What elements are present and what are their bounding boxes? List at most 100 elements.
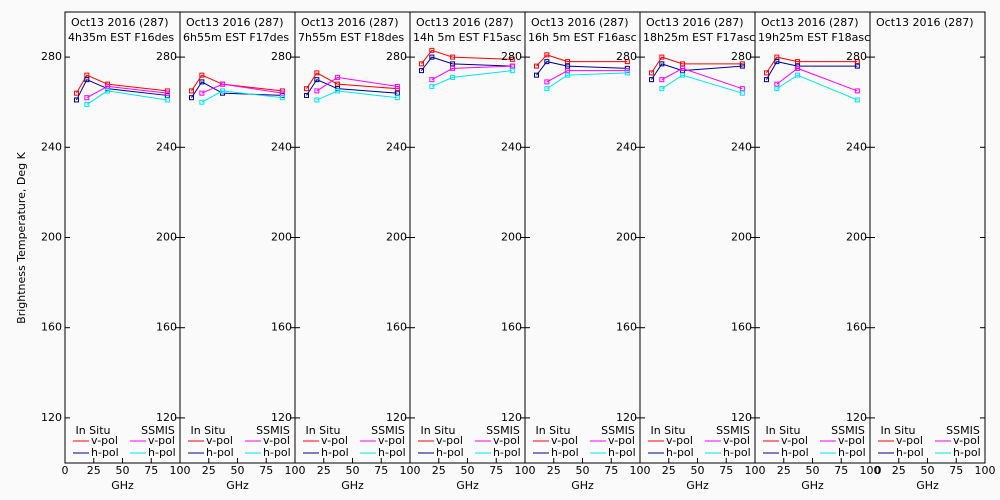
- point: [220, 81, 226, 87]
- legend-label: h-pol: [723, 446, 751, 459]
- point: [774, 54, 780, 60]
- point: [854, 59, 860, 65]
- x-tick-label: 75: [719, 464, 733, 477]
- point: [509, 68, 515, 74]
- point: [164, 90, 170, 96]
- point: [279, 95, 285, 101]
- legend-group: SSMIS: [946, 424, 980, 437]
- y-tick-label: 200: [501, 231, 522, 244]
- x-tick-label: 25: [432, 464, 446, 477]
- legend-label: h-pol: [148, 446, 176, 459]
- series-line: [776, 67, 858, 92]
- panel-title: Oct13 2016 (287): [646, 16, 744, 29]
- series-line: [536, 61, 628, 76]
- series-line: [201, 90, 283, 103]
- legend-label: v-pol: [148, 434, 175, 447]
- series-line: [776, 74, 858, 101]
- panel-title: Oct13 2016 (287): [416, 16, 514, 29]
- series-line: [661, 74, 743, 94]
- point: [199, 99, 205, 105]
- point: [199, 72, 205, 78]
- legend-label: v-pol: [321, 434, 348, 447]
- panel-title: Oct13 2016 (287): [301, 16, 399, 29]
- point: [680, 65, 686, 71]
- legend-group: In Situ: [650, 424, 685, 437]
- legend-label: v-pol: [896, 434, 923, 447]
- series-line: [431, 65, 513, 81]
- x-axis-label: GHz: [571, 479, 594, 492]
- y-tick-label: 280: [386, 50, 407, 63]
- y-tick-label: 160: [41, 321, 62, 334]
- legend-group: SSMIS: [831, 424, 865, 437]
- series-line: [191, 74, 283, 92]
- x-axis-label: GHz: [686, 479, 709, 492]
- y-tick-label: 120: [41, 411, 62, 424]
- x-tick-label: 25: [87, 464, 101, 477]
- x-tick-label: 100: [745, 464, 766, 477]
- point: [659, 77, 665, 83]
- point: [199, 90, 205, 96]
- panel-subtitle: 7h55m EST F18des: [298, 31, 404, 44]
- point: [680, 72, 686, 78]
- y-tick-label: 280: [616, 50, 637, 63]
- point: [394, 90, 400, 96]
- x-tick-label: 75: [144, 464, 158, 477]
- point: [534, 72, 539, 78]
- point: [84, 72, 90, 78]
- y-tick-label: 240: [271, 140, 292, 153]
- y-tick-label: 200: [846, 231, 867, 244]
- legend-label: h-pol: [321, 446, 349, 459]
- y-tick-label: 240: [846, 140, 867, 153]
- legend-group: In Situ: [75, 424, 110, 437]
- x-tick-label: 0: [875, 464, 882, 477]
- legend-label: v-pol: [781, 434, 808, 447]
- y-tick-label: 160: [386, 321, 407, 334]
- point: [509, 63, 515, 69]
- legend-label: v-pol: [551, 434, 578, 447]
- legend-label: h-pol: [781, 446, 809, 459]
- point: [565, 72, 571, 78]
- x-tick-label: 100: [630, 464, 651, 477]
- series-line: [546, 70, 628, 83]
- point: [74, 97, 79, 103]
- x-tick-label: 75: [489, 464, 503, 477]
- y-tick-label: 200: [731, 231, 752, 244]
- point: [565, 68, 571, 74]
- series-line: [316, 76, 398, 92]
- x-tick-label: 75: [834, 464, 848, 477]
- point: [84, 95, 90, 101]
- series-line: [546, 72, 628, 90]
- series-line: [421, 49, 513, 65]
- series-line: [431, 70, 513, 87]
- legend-group: SSMIS: [716, 424, 750, 437]
- point: [544, 59, 550, 65]
- legend-group: In Situ: [190, 424, 225, 437]
- legend-label: h-pol: [378, 446, 406, 459]
- x-tick-label: 50: [346, 464, 360, 477]
- point: [764, 70, 769, 76]
- legend-label: v-pol: [953, 434, 980, 447]
- y-tick-label: 120: [616, 411, 637, 424]
- point: [854, 63, 860, 69]
- point: [450, 65, 456, 71]
- series-line: [536, 54, 628, 67]
- point: [739, 63, 745, 69]
- x-tick-label: 25: [547, 464, 561, 477]
- point: [565, 59, 571, 65]
- point: [854, 88, 860, 94]
- point: [854, 97, 860, 103]
- y-tick-label: 120: [501, 411, 522, 424]
- point: [774, 86, 780, 92]
- x-axis-label: GHz: [226, 479, 249, 492]
- legend-label: h-pol: [263, 446, 291, 459]
- point: [795, 59, 801, 65]
- y-tick-label: 200: [156, 231, 177, 244]
- point: [419, 68, 424, 74]
- series-line: [76, 74, 168, 94]
- legend-label: v-pol: [436, 434, 463, 447]
- legend-group: In Situ: [535, 424, 570, 437]
- point: [680, 61, 686, 67]
- y-tick-label: 120: [156, 411, 177, 424]
- y-tick-label: 280: [501, 50, 522, 63]
- legend-group: SSMIS: [486, 424, 520, 437]
